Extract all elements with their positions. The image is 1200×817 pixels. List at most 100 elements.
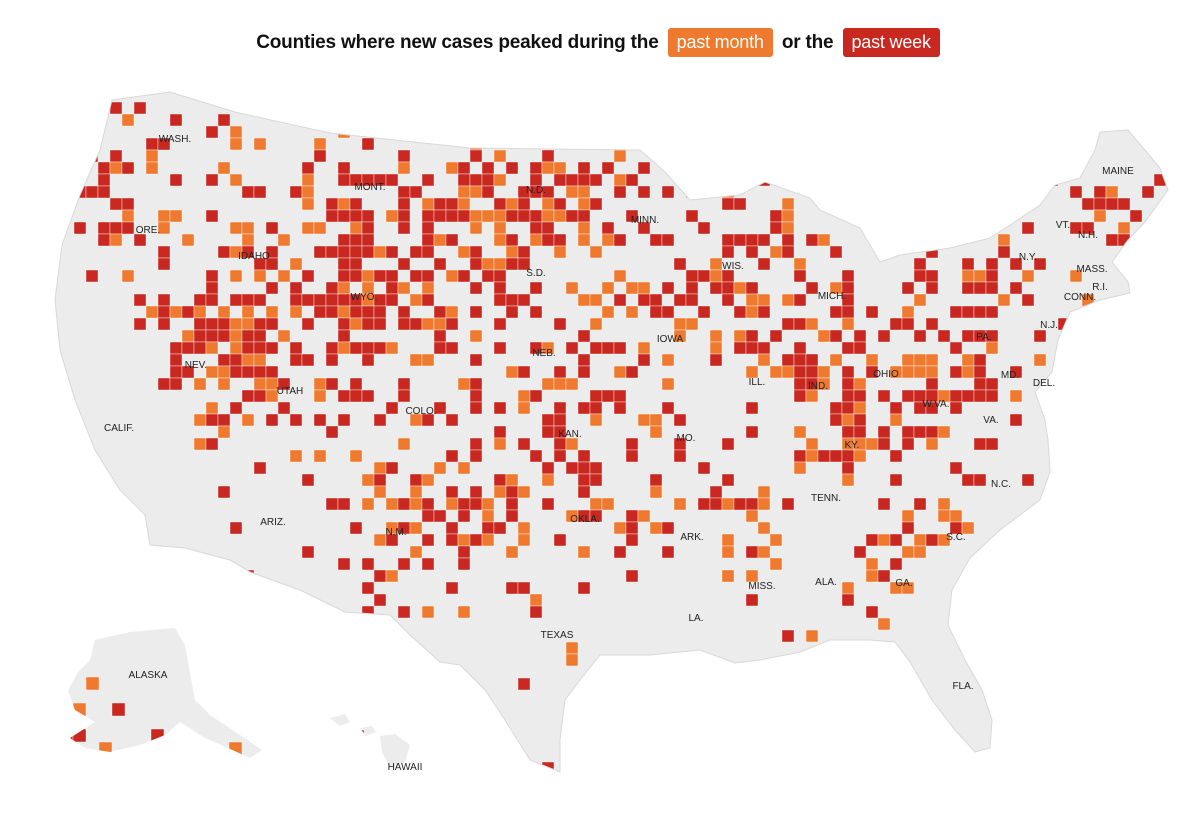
- county-peak-past-week: [1153, 653, 1167, 667]
- county-peak-past-week: [614, 774, 626, 786]
- county-peak-past-week: [877, 437, 891, 451]
- county-peak-past-month: [769, 557, 783, 571]
- county-peak-past-week: [1153, 449, 1167, 463]
- county-peak-past-week: [301, 317, 315, 331]
- county-peak-past-week: [637, 185, 651, 199]
- county-peak-past-week: [709, 749, 723, 763]
- county-peak-past-week: [949, 401, 963, 415]
- county-peak-past-week: [469, 497, 483, 511]
- county-peak-past-week: [553, 197, 567, 211]
- county-peak-past-week: [673, 413, 687, 427]
- county-peak-past-month: [625, 281, 639, 295]
- county-peak-past-month: [757, 545, 771, 559]
- county-peak-past-month: [313, 221, 327, 235]
- county-peak-past-week: [193, 341, 207, 355]
- county-peak-past-month: [241, 317, 255, 331]
- county-peak-past-week: [829, 329, 843, 343]
- state-label: DEL.: [1033, 378, 1055, 389]
- county-peak-past-week: [1057, 497, 1071, 511]
- county-peak-past-week: [433, 401, 447, 415]
- county-peak-past-week: [421, 413, 435, 427]
- state-label: CONN.: [1064, 292, 1096, 303]
- county-peak-past-month: [745, 509, 759, 523]
- county-peak-past-week: [469, 305, 483, 319]
- county-peak-past-week: [361, 137, 375, 151]
- county-peak-past-month: [1021, 269, 1035, 283]
- county-peak-past-month: [409, 521, 423, 535]
- county-peak-past-week: [625, 449, 639, 463]
- county-peak-past-month: [193, 413, 207, 427]
- county-peak-past-week: [313, 293, 327, 307]
- county-peak-past-month: [55, 92, 63, 103]
- county-peak-past-month: [577, 197, 591, 211]
- county-peak-past-month: [109, 161, 123, 175]
- county-peak-past-month: [997, 233, 1011, 247]
- county-peak-past-week: [397, 185, 411, 199]
- county-peak-past-month: [313, 377, 327, 391]
- county-peak-past-week: [445, 581, 459, 595]
- county-peak-past-week: [865, 365, 879, 379]
- county-peak-past-month: [481, 257, 495, 271]
- county-peak-past-week: [733, 497, 747, 511]
- county-peak-past-week: [625, 509, 639, 523]
- county-peak-past-week: [841, 341, 855, 355]
- county-peak-past-month: [493, 233, 507, 247]
- county-peak-past-week: [145, 569, 159, 583]
- county-peak-past-week: [1165, 173, 1168, 187]
- county-peak-past-month: [865, 569, 879, 583]
- county-peak-past-week: [469, 281, 483, 295]
- county-peak-past-week: [193, 293, 207, 307]
- county-peak-past-month: [913, 353, 927, 367]
- county-peak-past-week: [205, 209, 219, 223]
- map-title: Counties where new cases peaked during t…: [0, 28, 1200, 57]
- county-peak-past-week: [61, 197, 75, 211]
- county-peak-past-month: [937, 497, 951, 511]
- county-peak-past-month: [217, 161, 231, 175]
- county-peak-past-month: [721, 533, 735, 547]
- county-peak-past-week: [325, 197, 339, 211]
- county-peak-past-month: [409, 497, 423, 511]
- county-peak-past-month: [217, 365, 231, 379]
- county-peak-past-week: [373, 341, 387, 355]
- county-peak-past-week: [205, 437, 219, 451]
- county-peak-past-week: [433, 209, 447, 223]
- county-peak-past-month: [193, 377, 207, 391]
- county-peak-past-week: [397, 221, 411, 235]
- county-peak-past-week: [325, 377, 339, 391]
- county-peak-past-month: [301, 617, 315, 631]
- county-peak-past-month: [505, 365, 519, 379]
- county-peak-past-month: [265, 305, 279, 319]
- county-peak-past-month: [841, 317, 855, 331]
- county-peak-past-week: [697, 137, 711, 151]
- county-peak-past-week: [901, 425, 915, 439]
- county-peak-past-week: [637, 293, 651, 307]
- county-peak-past-week: [1009, 257, 1023, 271]
- county-peak-past-week: [265, 257, 279, 271]
- county-peak-past-week: [541, 149, 555, 163]
- county-peak-past-week: [421, 269, 435, 283]
- county-peak-past-week: [421, 557, 435, 571]
- county-peak-past-week: [973, 437, 987, 451]
- county-peak-past-week: [481, 521, 495, 535]
- county-peak-past-week: [481, 113, 495, 127]
- county-peak-past-month: [589, 245, 603, 259]
- county-peak-past-month: [793, 257, 807, 271]
- county-peak-past-week: [337, 557, 351, 571]
- county-peak-past-month: [505, 197, 519, 211]
- county-peak-past-week: [709, 281, 723, 295]
- county-peak-past-week: [613, 677, 627, 691]
- county-peak-past-week: [601, 161, 615, 175]
- county-peak-past-week: [637, 161, 651, 175]
- county-peak-past-week: [349, 257, 363, 271]
- county-peak-past-week: [1165, 209, 1168, 223]
- county-peak-past-week: [517, 437, 531, 451]
- county-peak-past-week: [109, 101, 123, 115]
- county-peak-past-month: [577, 125, 591, 139]
- county-peak-past-week: [121, 221, 135, 235]
- county-peak-past-month: [337, 341, 351, 355]
- county-peak-past-week: [781, 233, 795, 247]
- county-peak-past-month: [397, 161, 411, 175]
- county-peak-past-week: [337, 293, 351, 307]
- county-peak-past-month: [529, 101, 543, 115]
- county-peak-past-week: [421, 293, 435, 307]
